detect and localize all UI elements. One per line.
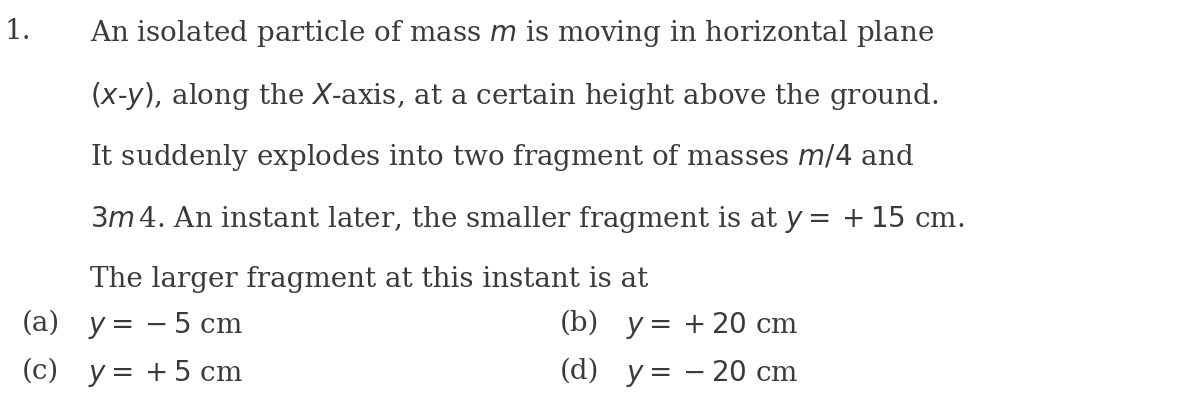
- Text: (d): (d): [560, 358, 600, 385]
- Text: (c): (c): [22, 358, 59, 385]
- Text: An isolated particle of mass $m$ is moving in horizontal plane: An isolated particle of mass $m$ is movi…: [90, 18, 935, 49]
- Text: (b): (b): [560, 310, 599, 337]
- Text: (a): (a): [22, 310, 60, 337]
- Text: $y = -20$ cm: $y = -20$ cm: [626, 358, 798, 389]
- Text: The larger fragment at this instant is at: The larger fragment at this instant is a…: [90, 266, 648, 293]
- Text: $y = +20$ cm: $y = +20$ cm: [626, 310, 798, 341]
- Text: $y = +5$ cm: $y = +5$ cm: [88, 358, 242, 389]
- Text: It suddenly explodes into two fragment of masses $m/4$ and: It suddenly explodes into two fragment o…: [90, 142, 914, 173]
- Text: $y = -5$ cm: $y = -5$ cm: [88, 310, 242, 341]
- Text: $3m$$\,$4. An instant later, the smaller fragment is at $y = +15$ cm.: $3m$$\,$4. An instant later, the smaller…: [90, 204, 965, 235]
- Text: $(x$-$y)$, along the $X$-axis, at a certain height above the ground.: $(x$-$y)$, along the $X$-axis, at a cert…: [90, 80, 938, 112]
- Text: 1.: 1.: [5, 18, 31, 45]
